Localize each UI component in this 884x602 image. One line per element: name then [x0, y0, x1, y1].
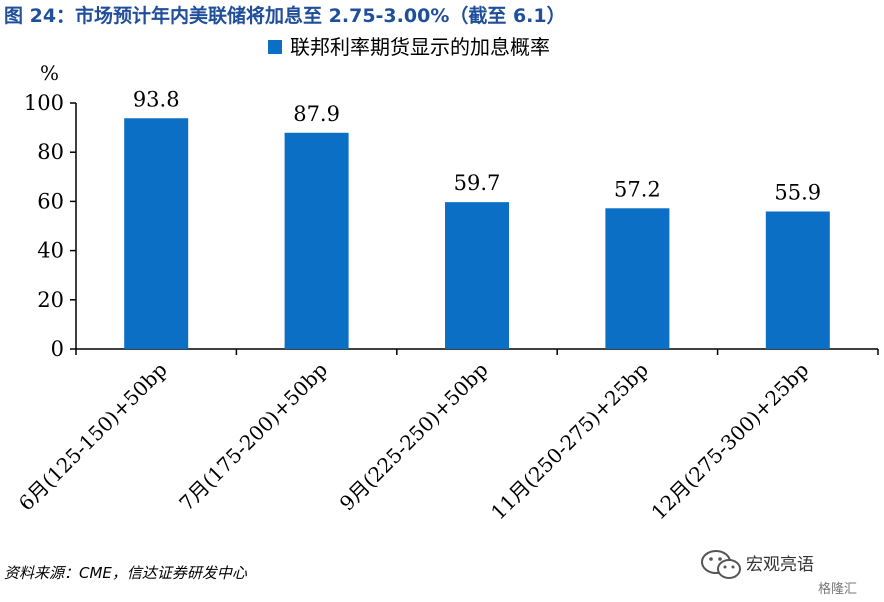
bar	[765, 211, 830, 349]
bar	[605, 208, 670, 349]
y-tick-label: 0	[51, 337, 64, 361]
legend-label: 联邦利率期货显示的加息概率	[290, 35, 550, 59]
bar	[124, 118, 189, 349]
data-label: 59.7	[454, 171, 501, 195]
watermark-sub: 格隆汇	[818, 582, 858, 597]
data-label: 55.9	[774, 180, 821, 204]
watermark: 宏观亮语 格隆汇	[700, 548, 880, 600]
y-tick-label: 80	[37, 140, 64, 164]
y-tick-label: 100	[24, 91, 64, 115]
source-note: 资料来源：CME，信达证券研发中心	[4, 564, 247, 582]
y-tick-label: 40	[37, 239, 64, 263]
y-tick-label: 60	[37, 189, 64, 213]
x-tick-label: 11月(250-275)+25bp	[486, 358, 653, 525]
x-tick-label: 9月(225-250)+50bp	[335, 358, 493, 516]
y-tick-label: 20	[37, 288, 64, 312]
figure-title: 图 24：市场预计年内美联储将加息至 2.75-3.00%（截至 6.1）	[4, 5, 566, 27]
watermark-label: 宏观亮语	[746, 555, 814, 575]
wechat-icon	[701, 550, 741, 579]
legend-swatch	[268, 40, 282, 54]
data-label: 87.9	[293, 102, 340, 126]
y-axis-unit: %	[40, 61, 59, 85]
data-label: 57.2	[614, 177, 661, 201]
x-tick-label: 6月(125-150)+50bp	[14, 358, 172, 516]
x-tick-label: 12月(275-300)+25bp	[646, 358, 813, 525]
data-label: 93.8	[133, 87, 180, 111]
x-tick-label: 7月(175-200)+50bp	[174, 358, 332, 516]
bar	[445, 202, 509, 349]
bar	[284, 132, 349, 349]
